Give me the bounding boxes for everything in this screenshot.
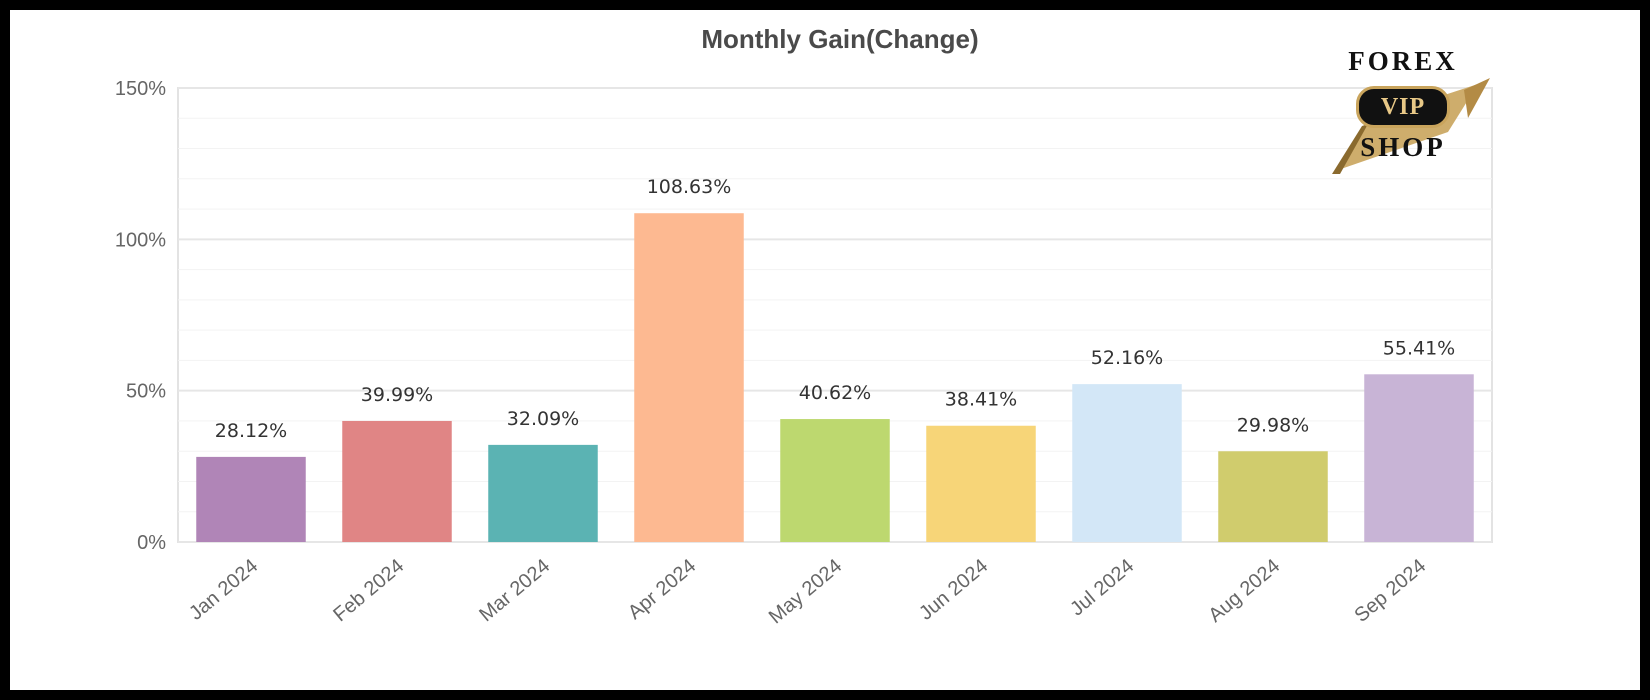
logo-bottom-text: SHOP — [1360, 132, 1446, 162]
data-label: 28.12% — [215, 420, 287, 442]
x-tick-label: Jan 2024 — [185, 555, 262, 625]
x-tick-label: Feb 2024 — [329, 555, 408, 626]
x-tick-label: Jun 2024 — [915, 555, 992, 625]
x-tick-label: May 2024 — [765, 555, 846, 628]
bar — [1364, 374, 1474, 542]
data-label: 29.98% — [1237, 414, 1309, 436]
data-labels: 28.12% 39.99% 32.09% 108.63% 40.62% 38.41% 52.… — [215, 176, 1455, 442]
logo-badge: VIP — [1356, 86, 1450, 128]
forex-vip-shop-logo: FOREX VIP SHOP — [1328, 40, 1498, 174]
y-tick-label: 0% — [137, 532, 166, 554]
data-label: 52.16% — [1091, 347, 1163, 369]
bar — [488, 444, 598, 542]
x-tick-label: Sep 2024 — [1350, 555, 1430, 627]
bar — [1072, 384, 1182, 542]
y-axis-ticks: 0% 50% 100% 150% — [115, 78, 166, 554]
data-label: 38.41% — [945, 389, 1017, 411]
logo-top-text: FOREX — [1348, 46, 1458, 76]
y-tick-label: 100% — [115, 229, 166, 251]
x-axis-ticks: Jan 2024 Feb 2024 Mar 2024 Apr 2024 May 2024… — [185, 555, 1430, 628]
bar — [780, 419, 890, 542]
bar — [634, 213, 744, 542]
data-label: 32.09% — [507, 408, 579, 430]
y-tick-label: 50% — [126, 381, 166, 403]
data-label: 108.63% — [647, 176, 732, 198]
y-tick-label: 150% — [115, 78, 166, 100]
data-label: 55.41% — [1383, 337, 1455, 359]
bar — [196, 456, 306, 542]
x-tick-label: Aug 2024 — [1204, 555, 1284, 627]
bar — [926, 425, 1036, 542]
x-tick-label: Apr 2024 — [624, 555, 700, 624]
bar-chart: 0% 50% 100% 150% 28.12% 39.99% 32.09% 108.63% 4… — [115, 78, 1493, 628]
data-label: 40.62% — [799, 382, 871, 404]
bar — [342, 420, 452, 542]
data-label: 39.99% — [361, 384, 433, 406]
bar — [1218, 451, 1328, 542]
x-tick-label: Jul 2024 — [1066, 555, 1138, 620]
chart-title: Monthly Gain(Change) — [701, 24, 979, 54]
bars — [196, 213, 1474, 542]
x-tick-label: Mar 2024 — [475, 555, 554, 626]
chart-frame: Monthly Gain(Change) 0% 50% 100% 150% 28.12… — [10, 10, 1640, 690]
